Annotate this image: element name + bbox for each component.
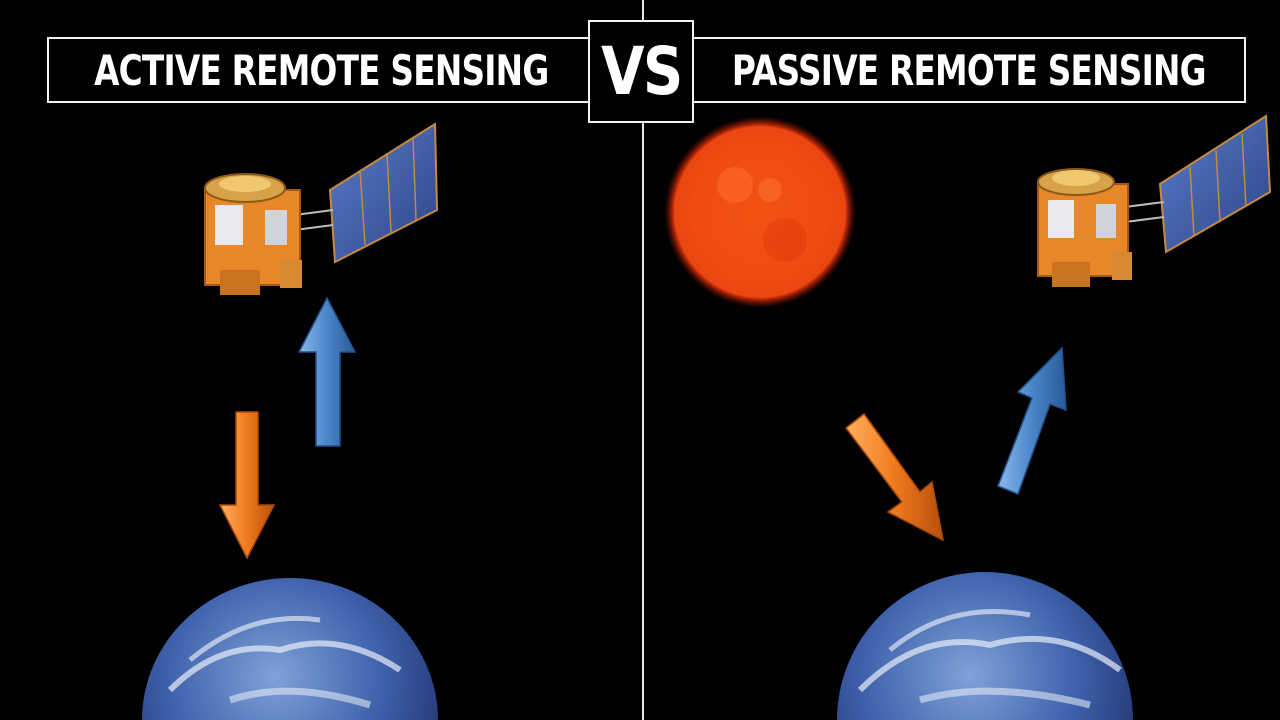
active-title: ACTIVE REMOTE SENSING bbox=[93, 45, 549, 95]
satellite-icon bbox=[1037, 114, 1272, 287]
arrow-up-icon bbox=[297, 296, 357, 447]
arrow-up-icon bbox=[997, 346, 1067, 495]
arrow-down-icon bbox=[844, 412, 945, 542]
vs-label: VS bbox=[600, 33, 683, 110]
vs-badge: VS bbox=[588, 20, 694, 123]
sun-icon bbox=[664, 116, 856, 308]
earth-icon bbox=[837, 572, 1133, 720]
center-divider bbox=[642, 0, 644, 720]
passive-title: PASSIVE REMOTE SENSING bbox=[732, 45, 1207, 95]
passive-title-box: PASSIVE REMOTE SENSING bbox=[692, 37, 1246, 103]
satellite-icon bbox=[204, 122, 439, 295]
active-title-box: ACTIVE REMOTE SENSING bbox=[47, 37, 595, 103]
earth-icon bbox=[142, 578, 438, 720]
arrow-down-icon bbox=[218, 411, 276, 560]
